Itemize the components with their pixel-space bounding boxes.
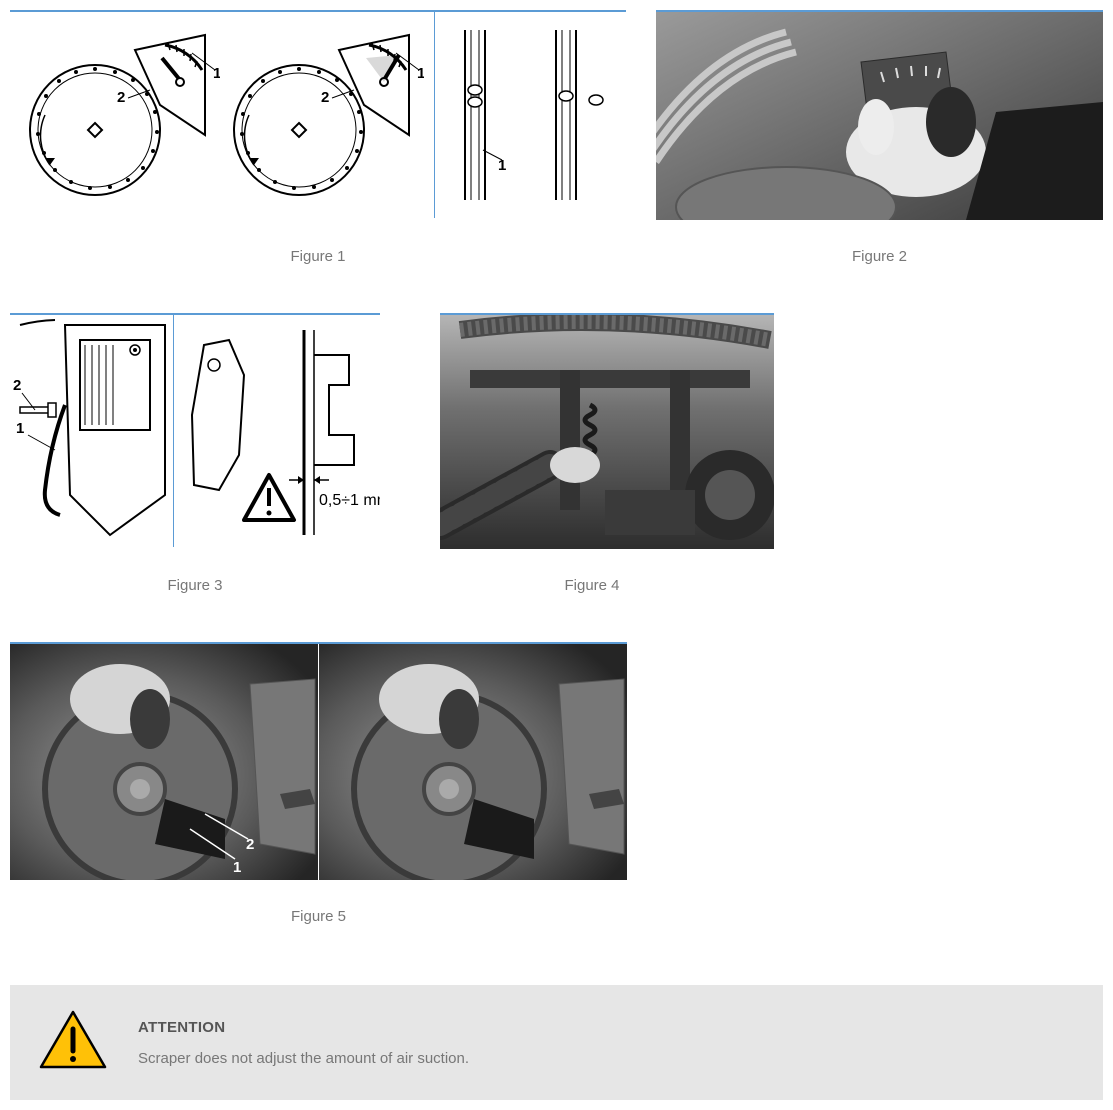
figure-5-image: 1 2 bbox=[10, 642, 627, 878]
figure-3-image: 2 1 bbox=[10, 313, 380, 547]
svg-text:1: 1 bbox=[233, 859, 241, 876]
figure-5-caption: Figure 5 bbox=[291, 908, 346, 925]
figure-row-1: 1 2 bbox=[10, 10, 1103, 295]
svg-text:2: 2 bbox=[117, 89, 125, 106]
photo-placeholder-5a: 1 2 bbox=[10, 644, 318, 880]
figure-4-caption: Figure 4 bbox=[564, 577, 619, 594]
svg-text:2: 2 bbox=[246, 836, 254, 853]
figure-4-block: Figure 4 bbox=[410, 313, 774, 624]
photo-placeholder-2 bbox=[656, 12, 1103, 220]
figure-row-3: 1 2 bbox=[10, 642, 1103, 955]
figure-2-caption: Figure 2 bbox=[852, 248, 907, 265]
photo-placeholder-4 bbox=[440, 315, 774, 549]
figure-3-block: 2 1 bbox=[10, 313, 380, 624]
svg-text:1: 1 bbox=[498, 157, 506, 174]
ejector-diagram: 2 1 bbox=[10, 315, 174, 549]
figure-5-block: 1 2 bbox=[10, 642, 627, 955]
figure-3-left-panel: 2 1 bbox=[10, 315, 174, 547]
attention-box: ATTENTION Scraper does not adjust the am… bbox=[10, 985, 1103, 1100]
tolerance-label: 0,5÷1 mm bbox=[319, 492, 380, 509]
svg-text:2: 2 bbox=[13, 377, 21, 394]
svg-text:1: 1 bbox=[16, 420, 24, 437]
svg-text:1: 1 bbox=[213, 65, 220, 82]
gap-diagram: 0,5÷1 mm bbox=[174, 315, 380, 549]
warning-icon bbox=[38, 1009, 108, 1076]
seed-disc-diagram-a: 1 2 bbox=[20, 20, 220, 210]
figure-2-image bbox=[656, 10, 1103, 218]
figure-1-image: 1 2 bbox=[10, 10, 626, 218]
figure-3-right-panel: 0,5÷1 mm bbox=[174, 315, 380, 547]
attention-text: ATTENTION Scraper does not adjust the am… bbox=[138, 1019, 1075, 1067]
figure-row-2: 2 1 bbox=[10, 313, 1103, 624]
figure-5-left: 1 2 bbox=[10, 644, 319, 878]
figure-1-caption: Figure 1 bbox=[290, 248, 345, 265]
figure-2-block: Figure 2 bbox=[656, 10, 1103, 295]
seed-drop-diagram-b bbox=[531, 20, 621, 210]
svg-text:2: 2 bbox=[321, 89, 329, 106]
figure-1-right-panel: 1 bbox=[435, 12, 626, 218]
svg-text:1: 1 bbox=[417, 65, 424, 82]
figure-4-image bbox=[440, 313, 774, 547]
photo-placeholder-5b bbox=[319, 644, 627, 880]
figure-5-right bbox=[319, 644, 628, 878]
attention-body: Scraper does not adjust the amount of ai… bbox=[138, 1050, 1075, 1067]
seed-drop-diagram-a: 1 bbox=[440, 20, 520, 210]
attention-title: ATTENTION bbox=[138, 1019, 1075, 1036]
figure-1-left-panel: 1 2 bbox=[10, 12, 435, 218]
figure-1-block: 1 2 bbox=[10, 10, 626, 295]
seed-disc-diagram-b: 1 2 bbox=[224, 20, 424, 210]
figure-3-caption: Figure 3 bbox=[167, 577, 222, 594]
